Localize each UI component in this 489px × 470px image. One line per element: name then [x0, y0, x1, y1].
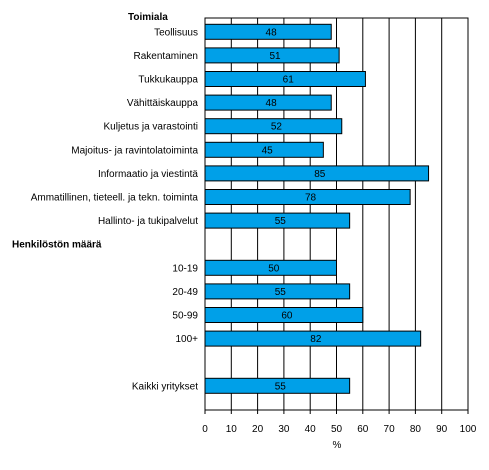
x-tick-label: 80 [410, 424, 422, 435]
bar [204, 283, 351, 300]
category-label: Teollisuus [154, 27, 198, 38]
bar-value-label: 48 [266, 27, 278, 38]
bar [204, 94, 332, 111]
group-heading: Toimiala [128, 12, 168, 23]
category-label: Hallinto- ja tukipalvelut [98, 216, 198, 227]
category-label: Kaikki yritykset [132, 381, 198, 392]
bar [204, 71, 366, 87]
bar-value-label: 48 [266, 98, 278, 109]
bar-value-label: 82 [310, 334, 322, 345]
bar [204, 377, 351, 394]
category-label: 10-19 [172, 263, 198, 274]
x-tick-label: 90 [436, 424, 448, 435]
bar [204, 47, 340, 64]
bar-value-label: 85 [314, 169, 326, 180]
bar [204, 141, 324, 158]
bar-value-label: 61 [283, 75, 295, 86]
bar-value-label: 52 [271, 122, 283, 133]
category-label: Rakentaminen [134, 51, 198, 62]
bar [204, 118, 343, 135]
x-tick-label: 10 [226, 424, 238, 435]
bar [204, 189, 411, 205]
category-label: 50-99 [172, 311, 198, 322]
category-label: Vähittäiskauppa [127, 98, 199, 109]
bar [204, 212, 351, 229]
bar [204, 307, 364, 323]
bar-value-label: 78 [305, 193, 317, 204]
category-label: Informaatio ja viestintä [98, 169, 198, 180]
category-labels: Toimiala Teollisuus Rakentaminen Tukkukaupp… [12, 12, 198, 392]
x-axis-ticks: 0 10 20 30 40 50 60 70 80 90 100 [202, 410, 477, 435]
x-tick-label: 40 [305, 424, 317, 435]
bar-value-label: 51 [270, 51, 282, 62]
category-label: Kuljetus ja varastointi [104, 122, 199, 133]
category-label: Tukkukauppa [138, 75, 198, 86]
bar [204, 259, 337, 276]
bars: 48 51 61 48 52 45 85 78 55 50 55 60 82 55 [204, 23, 430, 394]
x-tick-label: 50 [331, 424, 343, 435]
bar-value-label: 60 [281, 311, 293, 322]
x-tick-label: 100 [460, 424, 477, 435]
bar [204, 330, 422, 347]
category-label: Ammatillinen, tieteell. ja tekn. toimint… [31, 193, 199, 204]
x-tick-label: 70 [384, 424, 396, 435]
bar-value-label: 55 [275, 216, 287, 227]
bar-value-label: 55 [275, 287, 287, 298]
x-tick-label: 0 [202, 424, 208, 435]
x-axis-title: % [333, 440, 342, 451]
bar-value-label: 50 [268, 263, 280, 274]
bar [204, 23, 332, 40]
x-tick-label: 20 [252, 424, 264, 435]
bar [204, 165, 430, 182]
x-tick-label: 60 [357, 424, 369, 435]
category-label: 100+ [175, 334, 198, 345]
category-label: 20-49 [172, 287, 198, 298]
bar-value-label: 45 [262, 145, 274, 156]
x-tick-label: 30 [278, 424, 290, 435]
category-label: Majoitus- ja ravintolatoiminta [71, 145, 198, 156]
group-heading: Henkilöstön määrä [12, 240, 102, 251]
bar-value-label: 55 [275, 381, 287, 392]
